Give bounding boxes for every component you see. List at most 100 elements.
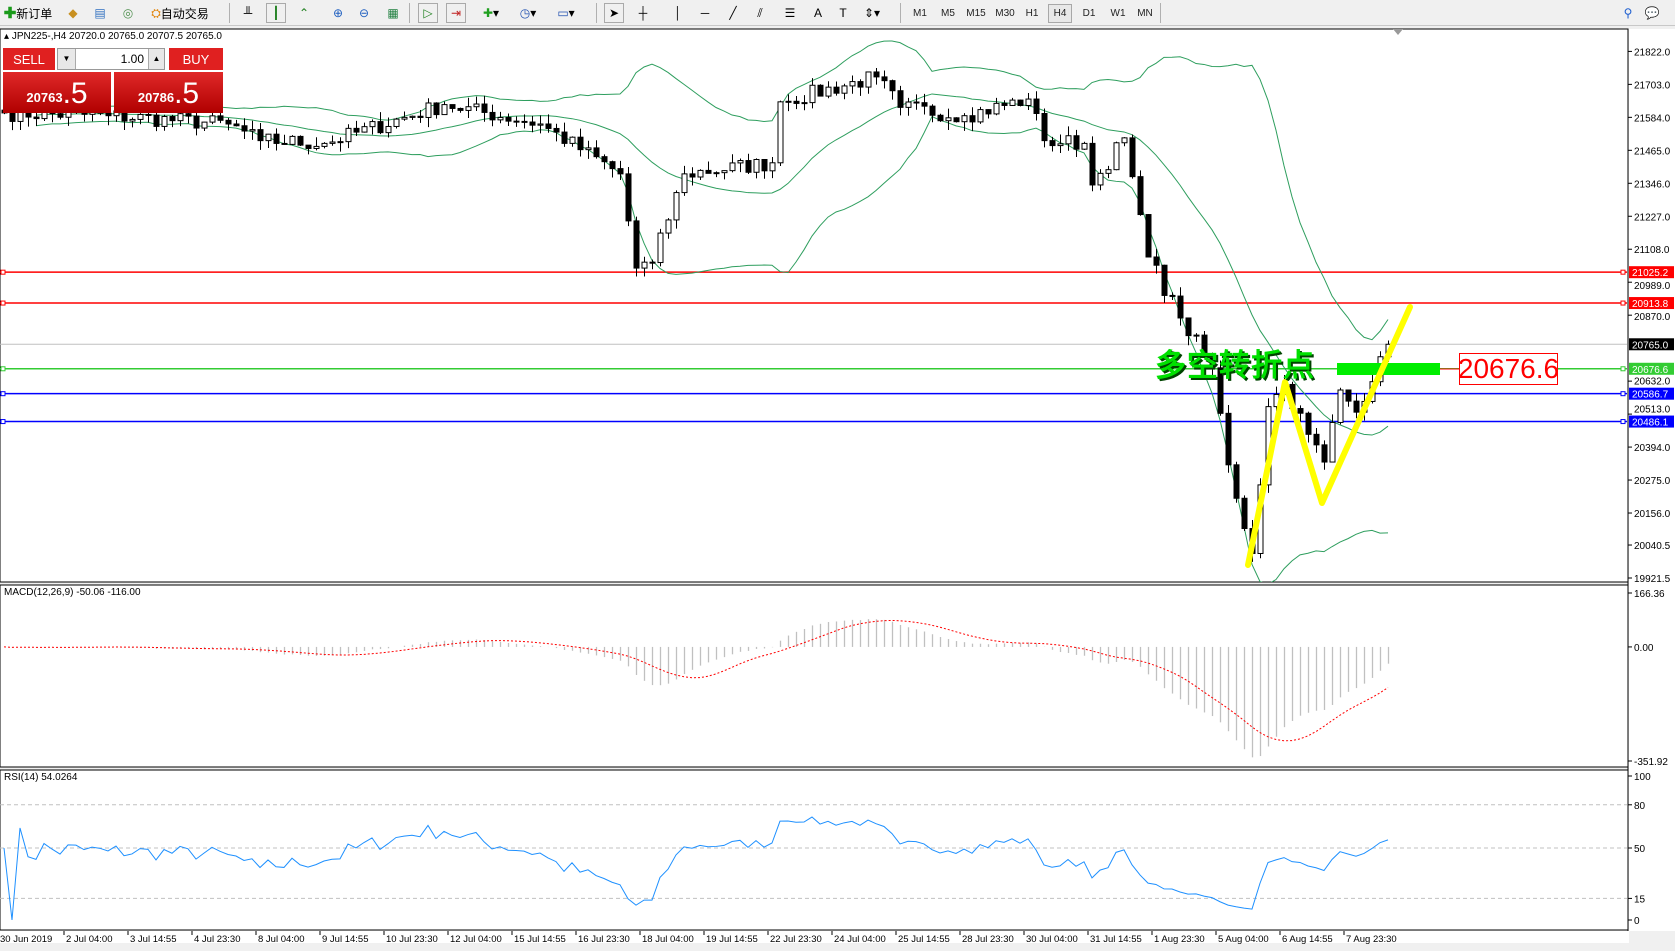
- candle[interactable]: [409, 115, 416, 118]
- candle[interactable]: [1081, 142, 1088, 150]
- candle[interactable]: [337, 141, 344, 144]
- buy-price[interactable]: 20786 .5: [114, 72, 223, 113]
- candle[interactable]: [961, 115, 968, 123]
- text-icon[interactable]: A: [813, 6, 822, 20]
- candle[interactable]: [873, 71, 880, 78]
- candle[interactable]: [489, 111, 496, 121]
- candle[interactable]: [537, 123, 544, 126]
- candle[interactable]: [809, 84, 816, 104]
- candle[interactable]: [1169, 294, 1176, 297]
- candle[interactable]: [849, 81, 856, 87]
- tile-windows-icon[interactable]: ▦: [387, 6, 399, 20]
- candle[interactable]: [417, 115, 424, 118]
- price-box-label[interactable]: 20676.6: [1457, 353, 1560, 385]
- candle[interactable]: [433, 102, 440, 116]
- candle[interactable]: [993, 102, 1000, 115]
- candle[interactable]: [633, 220, 640, 269]
- candle[interactable]: [449, 104, 456, 109]
- timeframe-w1[interactable]: W1: [1110, 8, 1126, 19]
- candle[interactable]: [929, 105, 936, 116]
- candle[interactable]: [569, 136, 576, 144]
- candle[interactable]: [33, 116, 40, 120]
- candle[interactable]: [145, 113, 152, 116]
- candle[interactable]: [225, 119, 232, 125]
- pivot-bar[interactable]: [1337, 363, 1440, 375]
- candle[interactable]: [1017, 99, 1024, 106]
- candle[interactable]: [945, 117, 952, 122]
- candle[interactable]: [1073, 135, 1080, 150]
- candle[interactable]: [969, 115, 976, 123]
- candle[interactable]: [505, 116, 512, 122]
- candle[interactable]: [1209, 353, 1216, 369]
- timeframe-m1[interactable]: M1: [913, 8, 927, 19]
- candle[interactable]: [473, 103, 480, 108]
- chart-window[interactable]: 21822.0 21703.0 21584.0 21465.0 21346.0 21227…: [0, 27, 1675, 951]
- candle[interactable]: [1105, 169, 1112, 174]
- candle[interactable]: [361, 126, 368, 133]
- level-handle[interactable]: [0, 269, 6, 275]
- level-handle[interactable]: [1620, 391, 1626, 397]
- candle[interactable]: [1025, 98, 1032, 106]
- candle[interactable]: [209, 115, 216, 123]
- candle[interactable]: [1297, 408, 1304, 414]
- candle[interactable]: [177, 113, 184, 122]
- candle[interactable]: [769, 162, 776, 172]
- level-handle[interactable]: [0, 366, 6, 372]
- navigator-icon[interactable]: ▤: [94, 6, 106, 20]
- candle[interactable]: [1353, 400, 1360, 413]
- candle[interactable]: [257, 129, 264, 142]
- candle[interactable]: [561, 131, 568, 144]
- templates-icon[interactable]: ▭ ▾: [557, 6, 575, 20]
- level-handle[interactable]: [0, 391, 6, 397]
- candle[interactable]: [1001, 102, 1008, 106]
- candle[interactable]: [1321, 444, 1328, 463]
- candle[interactable]: [313, 145, 320, 149]
- timeframe-d1[interactable]: D1: [1082, 8, 1096, 19]
- candle[interactable]: [601, 156, 608, 163]
- indicators-icon[interactable]: ✚ ▾: [482, 6, 500, 20]
- candlestick-icon[interactable]: ┃: [266, 3, 286, 23]
- market-watch-icon[interactable]: ◆: [68, 6, 78, 20]
- buy-button[interactable]: BUY: [169, 48, 223, 70]
- candle[interactable]: [905, 101, 912, 108]
- candle[interactable]: [137, 113, 144, 120]
- sell-price[interactable]: 20763 .5: [3, 72, 111, 113]
- candle[interactable]: [793, 100, 800, 104]
- candle[interactable]: [345, 127, 352, 143]
- level-handle[interactable]: [1620, 269, 1626, 275]
- sell-button[interactable]: SELL: [3, 48, 55, 70]
- text-label-icon[interactable]: T: [839, 6, 847, 20]
- candle[interactable]: [1201, 334, 1208, 355]
- candle[interactable]: [625, 173, 632, 222]
- lot-size-stepper[interactable]: ▼ 1.00 ▲: [57, 48, 165, 70]
- candle[interactable]: [425, 102, 432, 118]
- candle[interactable]: [553, 127, 560, 133]
- fibonacci-icon[interactable]: ☰: [784, 6, 796, 20]
- candle[interactable]: [1057, 143, 1064, 147]
- candle[interactable]: [161, 116, 168, 127]
- level-handle[interactable]: [1620, 366, 1626, 372]
- turning-point-label[interactable]: 多空转折点: [1155, 348, 1315, 384]
- channel-icon[interactable]: ⫽: [757, 5, 763, 20]
- cursor-icon[interactable]: ➤: [604, 3, 624, 23]
- lot-size-input[interactable]: 1.00: [120, 52, 144, 66]
- candle[interactable]: [817, 84, 824, 97]
- candle[interactable]: [521, 120, 528, 123]
- candle[interactable]: [1089, 142, 1096, 186]
- candle[interactable]: [721, 170, 728, 174]
- candle[interactable]: [281, 142, 288, 145]
- candle[interactable]: [265, 133, 272, 142]
- candle[interactable]: [393, 118, 400, 127]
- candle[interactable]: [241, 125, 248, 132]
- candle[interactable]: [1161, 264, 1168, 296]
- candle[interactable]: [801, 102, 808, 105]
- candle[interactable]: [889, 80, 896, 92]
- candle[interactable]: [745, 160, 752, 173]
- candle[interactable]: [865, 71, 872, 88]
- level-handle[interactable]: [0, 419, 6, 425]
- zoom-out-icon[interactable]: ⊖: [358, 6, 370, 20]
- candle[interactable]: [1113, 142, 1120, 171]
- candle[interactable]: [481, 103, 488, 113]
- candle[interactable]: [665, 219, 672, 234]
- candle[interactable]: [297, 135, 304, 146]
